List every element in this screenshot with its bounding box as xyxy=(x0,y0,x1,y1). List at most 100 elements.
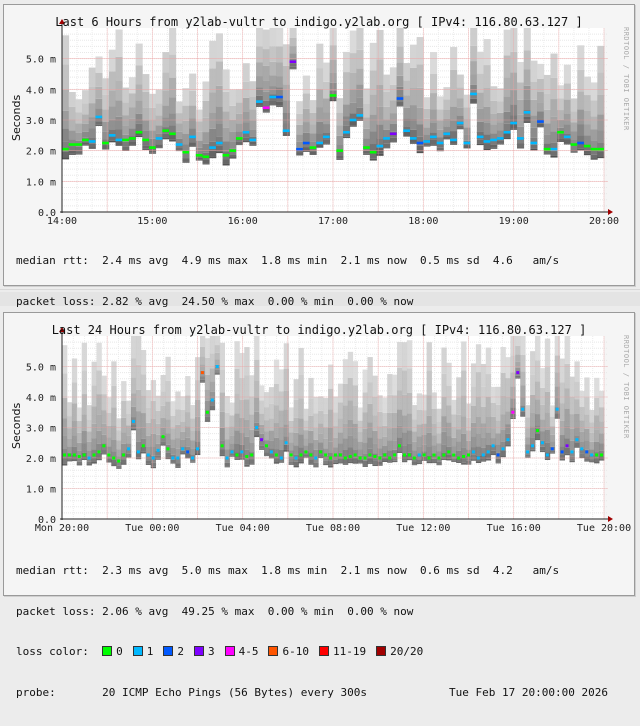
median-rtt-avg: 2.3 ms avg xyxy=(102,564,169,577)
y-tick-label: 2.0 m xyxy=(26,454,56,465)
ams-unit: am/s xyxy=(532,564,560,577)
median-rtt-min: 1.8 ms min xyxy=(261,254,328,267)
y-tick-label: 0.0 xyxy=(38,515,56,526)
median-rtt-now: 2.1 ms now xyxy=(340,564,407,577)
loss-color-swatches: 0 1 2 3 4-5 6-10 11-19 20/20 xyxy=(102,645,433,658)
packet-loss-now: 0.00 % now xyxy=(347,294,414,308)
panel-gap xyxy=(0,292,640,306)
loss-color-label: 6-10 xyxy=(282,645,309,658)
packet-loss-label: packet loss: xyxy=(16,294,96,308)
packet-loss-min: 0.00 % min xyxy=(267,294,334,308)
y-tick-label: 4.0 m xyxy=(26,85,56,96)
color-swatch-icon xyxy=(268,646,279,656)
packet-loss-now: 0.00 % now xyxy=(347,604,414,618)
chart-plot-6h: 0.0 1.0 m 2.0 m 3.0 m 4.0 m 5.0 m 14:00 15:00 16… xyxy=(26,19,619,227)
color-swatch-icon xyxy=(376,646,387,656)
x-tick-label: Tue 00:00 xyxy=(125,523,179,534)
graph-title: Last 24 Hours from y2lab-vultr to indigo… xyxy=(51,323,587,337)
y-tick-label: 0.0 xyxy=(38,208,56,219)
x-tick-label: Tue 12:00 xyxy=(396,523,450,534)
y-tick-label: 2.0 m xyxy=(26,147,56,158)
median-rtt-max: 5.0 ms max xyxy=(181,564,248,577)
median-rtt-ams: 4.6 xyxy=(492,254,513,267)
packet-loss-avg: 2.06 % avg xyxy=(102,604,169,618)
y-tick-label: 5.0 m xyxy=(26,55,56,66)
probe-row: probe: 20 ICMP Echo Pings (56 Bytes) eve… xyxy=(16,686,622,700)
packet-loss-max: 24.50 % max xyxy=(181,294,255,308)
separator xyxy=(0,289,640,290)
x-tick-label: 15:00 xyxy=(137,216,167,227)
median-rtt-label: median rtt: xyxy=(16,564,89,577)
median-rtt-avg: 2.4 ms avg xyxy=(102,254,169,267)
x-tick-label: 20:00 xyxy=(589,216,619,227)
median-rtt-min: 1.8 ms min xyxy=(261,564,328,577)
legend: median rtt: 2.3 ms avg 5.0 ms max 1.8 ms… xyxy=(16,537,622,726)
color-swatch-icon xyxy=(132,646,143,656)
y-tick-label: 1.0 m xyxy=(26,485,56,496)
loss-color-label: loss color: xyxy=(16,645,89,658)
x-tick-label: Tue 20:00 xyxy=(577,523,631,534)
packet-loss-avg: 2.82 % avg xyxy=(102,294,169,308)
x-tick-label: 18:00 xyxy=(408,216,438,227)
loss-color-item: 0 xyxy=(102,645,123,659)
loss-color-row: loss color: 0 1 2 3 4-5 6-10 11-19 20/20 xyxy=(16,645,622,659)
y-tick-label: 1.0 m xyxy=(26,177,56,188)
y-axis-label: Seconds xyxy=(10,94,23,141)
packet-loss-min: 0.00 % min xyxy=(267,604,334,618)
loss-color-label: 2 xyxy=(177,645,184,658)
x-tick-label: Tue 04:00 xyxy=(216,523,270,534)
median-rtt-max: 4.9 ms max xyxy=(181,254,248,267)
median-rtt-sd: 0.6 ms sd xyxy=(420,564,480,577)
x-tick-label: 19:00 xyxy=(499,216,529,227)
loss-color-item: 6-10 xyxy=(268,645,309,659)
packet-loss-max: 49.25 % max xyxy=(181,604,255,618)
chart-plot-24h: 0.0 1.0 m 2.0 m 3.0 m 4.0 m 5.0 m Mon 20:00 Tue… xyxy=(26,327,631,534)
x-tick-label: Tue 16:00 xyxy=(487,523,541,534)
median-rtt-ams: 4.2 xyxy=(492,564,513,577)
x-tick-label: 17:00 xyxy=(318,216,348,227)
graph-panel-6h: 0.0 1.0 m 2.0 m 3.0 m 4.0 m 5.0 m 14:00 15:00 16… xyxy=(3,4,635,389)
y-tick-label: 4.0 m xyxy=(26,393,56,404)
packet-loss-row: packet loss: 2.06 % avg 49.25 % max 0.00… xyxy=(16,605,622,619)
loss-color-item: 4-5 xyxy=(224,645,259,659)
loss-color-item: 1 xyxy=(132,645,154,659)
x-tick-label: 14:00 xyxy=(47,216,77,227)
loss-color-label: 3 xyxy=(207,645,215,658)
x-tick-label: Mon 20:00 xyxy=(35,523,89,534)
median-rtt-row: median rtt: 2.3 ms avg 5.0 ms max 1.8 ms… xyxy=(16,564,622,578)
color-swatch-icon xyxy=(102,646,113,656)
loss-color-item: 20/20 xyxy=(376,645,423,659)
graph-panel-24h: 0.0 1.0 m 2.0 m 3.0 m 4.0 m 5.0 m Mon 20:00 Tue… xyxy=(3,312,635,699)
y-tick-label: 3.0 m xyxy=(26,116,56,127)
loss-color-label: 1 xyxy=(146,645,154,658)
y-axis-label: Seconds xyxy=(10,402,23,449)
packet-loss-row: packet loss: 2.82 % avg 24.50 % max 0.00… xyxy=(16,295,622,309)
color-swatch-icon xyxy=(224,646,235,656)
rrdtool-watermark: RRDTOOL / TOBI OETIKER xyxy=(622,27,630,131)
packet-loss-label: packet loss: xyxy=(16,604,96,618)
median-rtt-sd: 0.5 ms sd xyxy=(420,254,480,267)
rrdtool-watermark: RRDTOOL / TOBI OETIKER xyxy=(622,335,630,439)
graph-title: Last 6 Hours from y2lab-vultr to indigo.… xyxy=(55,15,583,29)
loss-color-item: 3 xyxy=(193,645,215,659)
probe-label: probe: xyxy=(16,685,56,699)
median-rtt-now: 2.1 ms now xyxy=(340,254,407,267)
y-tick-label: 3.0 m xyxy=(26,424,56,435)
color-swatch-icon xyxy=(163,646,174,656)
loss-color-label: 20/20 xyxy=(390,645,424,658)
median-rtt-label: median rtt: xyxy=(16,254,89,267)
ams-unit: am/s xyxy=(532,254,560,267)
y-tick-label: 5.0 m xyxy=(26,363,56,374)
color-swatch-icon xyxy=(318,646,329,656)
x-tick-label: Tue 08:00 xyxy=(306,523,360,534)
probe-description: 20 ICMP Echo Pings (56 Bytes) every 300s xyxy=(102,685,368,699)
loss-color-label: 0 xyxy=(116,645,123,658)
loss-color-item: 2 xyxy=(163,645,184,659)
graph-date: Tue Feb 17 20:00:00 2026 xyxy=(449,685,608,699)
loss-color-item: 11-19 xyxy=(318,645,367,659)
median-rtt-row: median rtt: 2.4 ms avg 4.9 ms max 1.8 ms… xyxy=(16,254,622,268)
color-swatch-icon xyxy=(193,646,204,656)
loss-color-label: 11-19 xyxy=(332,645,367,658)
loss-color-label: 4-5 xyxy=(238,645,259,658)
x-tick-label: 16:00 xyxy=(228,216,258,227)
